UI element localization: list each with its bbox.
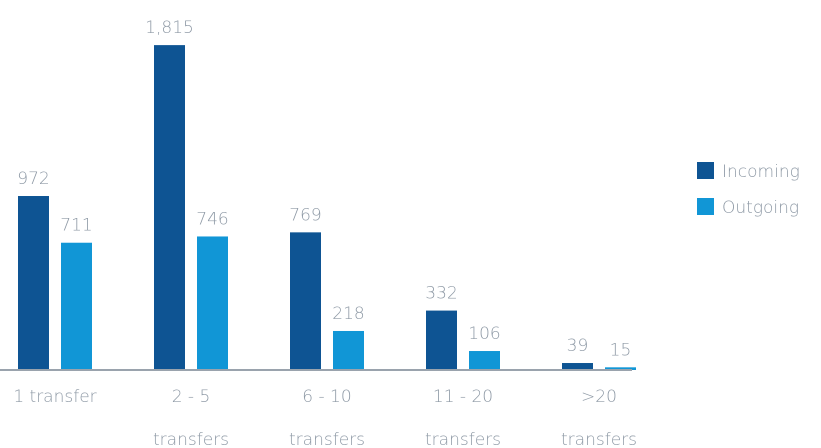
x-tick-label: transfers [425, 430, 501, 448]
x-tick-label: transfers [289, 430, 365, 448]
value-label: 746 [196, 209, 228, 229]
bar [154, 45, 185, 371]
bar [197, 236, 228, 370]
value-label: 972 [17, 169, 49, 189]
legend-swatch [697, 162, 714, 179]
legend-label: Incoming [722, 162, 800, 182]
value-label: 711 [60, 216, 92, 236]
x-tick-label: transfers [153, 430, 229, 448]
value-label: 218 [332, 304, 364, 324]
bar [605, 367, 636, 370]
x-tick-label: 6 - 10 [302, 387, 351, 407]
x-tick-label: 1 transfer [13, 387, 96, 407]
bar [290, 232, 321, 370]
x-tick-label: >20 [581, 387, 617, 407]
bar [562, 363, 593, 370]
legend-label: Outgoing [722, 198, 799, 218]
x-tick-label: transfers [561, 430, 637, 448]
bar [469, 351, 500, 370]
bar [61, 242, 92, 370]
legend-swatch [697, 198, 714, 215]
value-label: 39 [567, 336, 589, 356]
bar [18, 196, 49, 370]
value-label: 1,815 [145, 18, 194, 38]
x-tick-label: 11 - 20 [433, 387, 493, 407]
value-label: 332 [425, 284, 457, 304]
value-label: 769 [289, 205, 321, 225]
bar [426, 310, 457, 370]
x-tick-label: 2 - 5 [172, 387, 211, 407]
bar [333, 330, 364, 370]
value-label: 106 [468, 324, 500, 344]
value-label: 15 [610, 340, 632, 360]
